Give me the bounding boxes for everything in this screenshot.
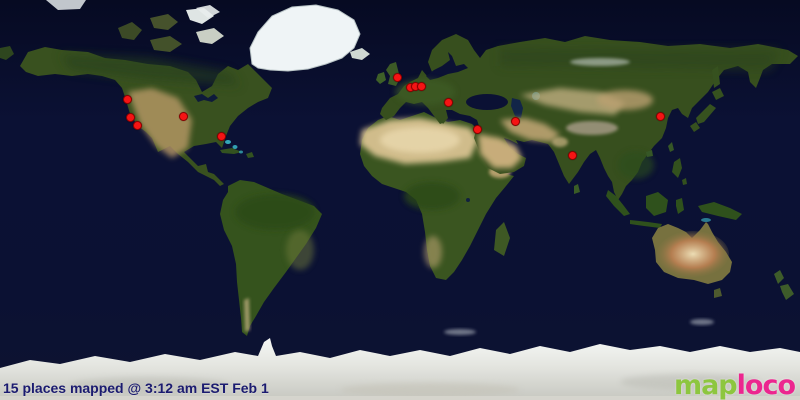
map-status-text: 15 places mapped @ 3:12 am EST Feb 1	[3, 380, 269, 396]
cloud-wisps	[444, 58, 714, 335]
south-america	[220, 180, 322, 336]
east-asia-islands	[574, 66, 724, 194]
logo-map-text: map	[673, 370, 738, 400]
place-marker-serbia-balkans	[443, 97, 453, 107]
place-marker-iran-tehran	[510, 116, 520, 126]
place-marker-israel-levant	[472, 124, 482, 134]
place-marker-germany	[416, 81, 426, 91]
madagascar	[494, 222, 510, 256]
eurasia	[380, 34, 798, 200]
chukotka-sliver	[0, 46, 14, 60]
place-marker-us-pacific-northwest	[122, 94, 132, 104]
place-marker-united-kingdom	[392, 72, 402, 82]
place-marker-india-central	[567, 150, 577, 160]
antarctica	[0, 338, 800, 400]
arctic-islands	[46, 0, 224, 52]
place-marker-us-central-plains	[178, 111, 188, 121]
caribbean	[220, 140, 254, 158]
maploco-logo[interactable]: maploco	[673, 370, 796, 400]
north-america	[20, 47, 272, 186]
place-marker-china-northeast	[655, 111, 665, 121]
new-zealand	[774, 270, 794, 300]
australia	[652, 222, 732, 298]
logo-loco-text: loco	[736, 370, 796, 400]
indonesia	[606, 190, 742, 228]
place-marker-us-florida	[216, 131, 226, 141]
place-marker-us-southern-california	[132, 120, 142, 130]
iceland	[350, 48, 370, 60]
place-marker-us-california-bay	[125, 112, 135, 122]
greenland	[249, 4, 361, 72]
